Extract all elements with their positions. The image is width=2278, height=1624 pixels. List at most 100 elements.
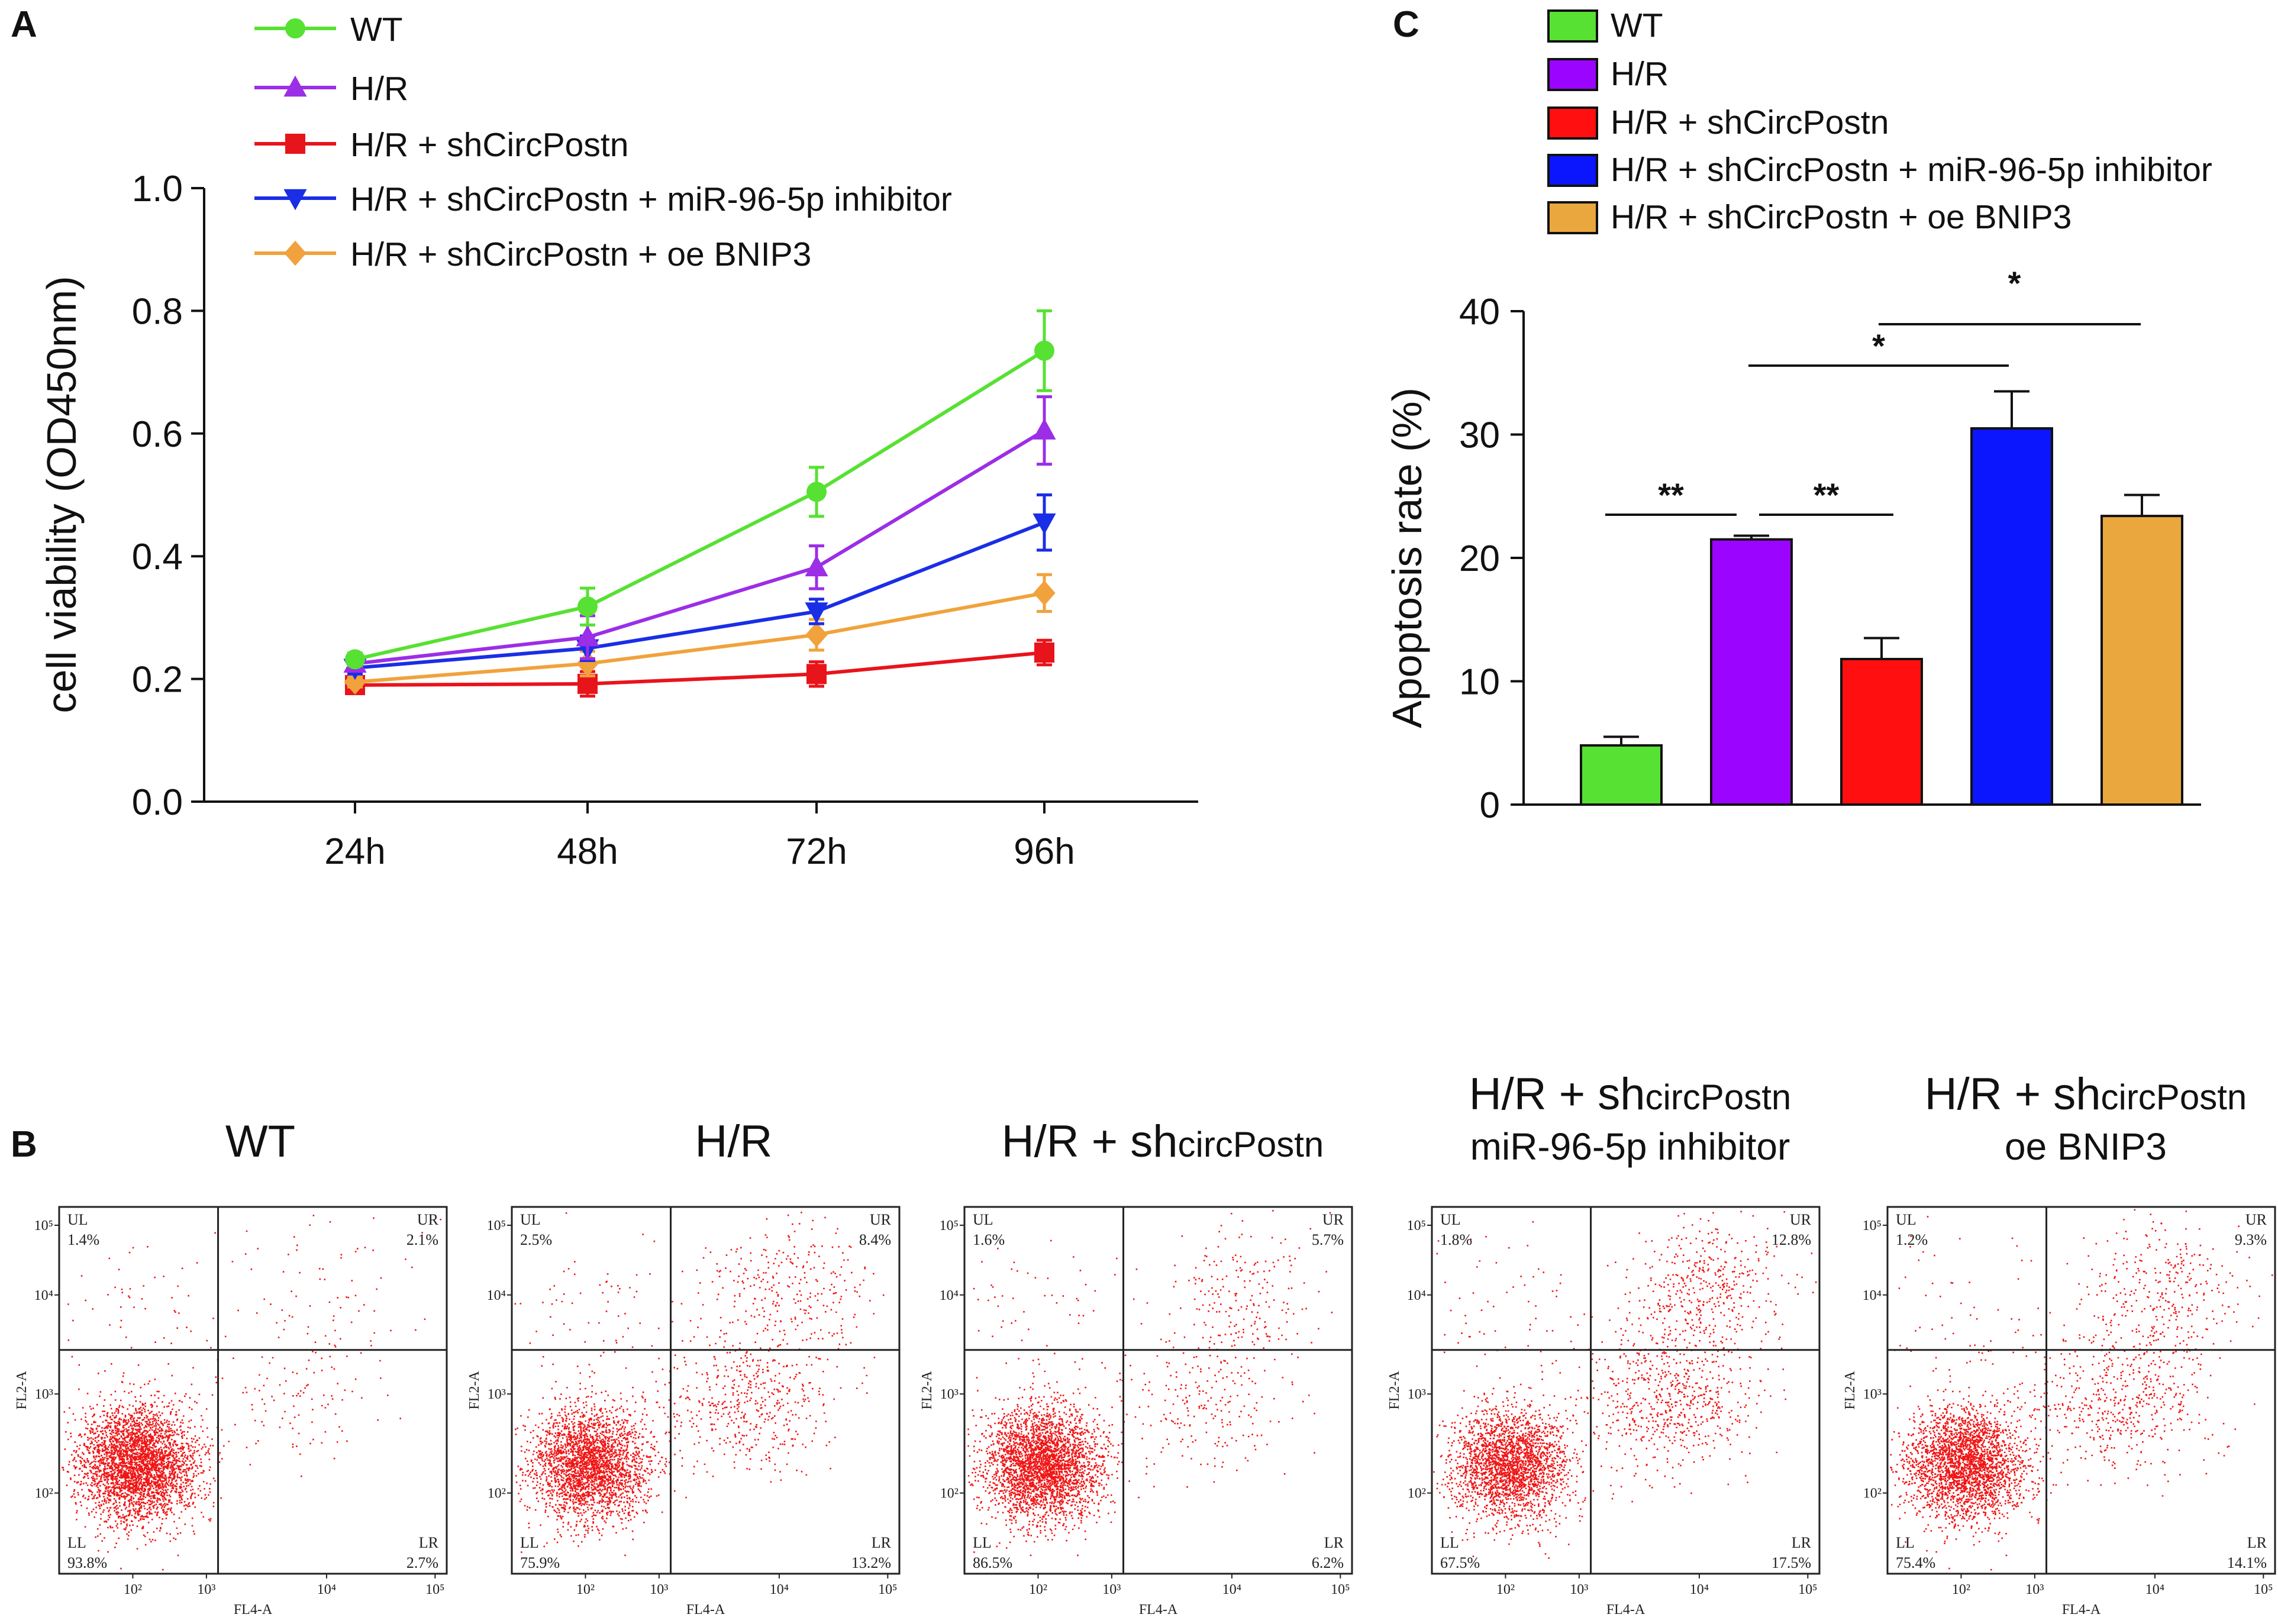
flow-plot-frame: [58, 1206, 448, 1575]
bar: [1840, 657, 1923, 806]
legend-marker: [285, 134, 305, 154]
y-tick-label: 10⁵: [487, 1218, 506, 1234]
flow-plot-subtitle: miR-96-5p inhibitor: [1470, 1125, 1790, 1168]
quadrant-label-ul: UL: [67, 1211, 88, 1228]
y-tick-label: 10³: [1408, 1387, 1426, 1402]
y-tick-label: 10⁵: [1863, 1218, 1882, 1234]
legend-swatch: [1547, 201, 1598, 234]
legend-swatch: [1547, 154, 1598, 187]
quadrant-value-ll: 86.5%: [973, 1554, 1012, 1571]
x-tick-label: 10⁴: [2145, 1582, 2164, 1597]
x-axis-title: FL4-A: [234, 1602, 273, 1617]
x-tick-label: 10⁵: [2254, 1582, 2273, 1597]
line-series-group: [343, 309, 1056, 698]
y-axis-ticks: 0 10 20 30 40: [1459, 292, 1524, 826]
legend-label: WT: [1611, 7, 1663, 44]
panel-letter-a: A: [11, 4, 37, 45]
flow-plot-frame: [1431, 1206, 1821, 1575]
x-tick-label: 96h: [1014, 831, 1075, 872]
quadrant-value-lr: 6.2%: [1312, 1554, 1344, 1571]
legend-swatch: [1547, 106, 1598, 140]
quadrant-label-ll: LL: [1440, 1534, 1459, 1551]
x-tick-label: 48h: [557, 831, 618, 872]
legend-item: H/R + shCircPostn + oe BNIP3: [254, 235, 811, 273]
flow-plot-title: H/R + shcircPostn: [1469, 1069, 1792, 1119]
series-line: [354, 651, 1045, 687]
y-tick-label: 20: [1459, 538, 1500, 579]
legend-item: H/R: [1547, 55, 1669, 93]
bar: [1710, 538, 1793, 806]
x-tick-label: 10³: [650, 1582, 668, 1597]
quadrant-value-ul: 2.5%: [520, 1231, 552, 1248]
quadrant-label-ur: UR: [1322, 1211, 1344, 1228]
quadrant-value-ur: 8.4%: [859, 1231, 891, 1248]
quadrant-label-ul: UL: [1896, 1211, 1916, 1228]
quadrant-value-ur: 12.8%: [1772, 1231, 1811, 1248]
y-tick-label: 1.0: [132, 169, 183, 209]
quadrant-value-lr: 17.5%: [1772, 1554, 1811, 1571]
series-line: [354, 591, 1045, 684]
significance-label: *: [1872, 327, 1885, 364]
y-axis-ticks: 0.0 0.2 0.4 0.6 0.8 1.0: [132, 169, 204, 823]
y-tick-label: 10³: [1863, 1387, 1882, 1402]
x-tick-label: 10⁵: [1331, 1582, 1350, 1597]
panel-letter-b: B: [11, 1124, 37, 1165]
y-tick-label: 10⁴: [1863, 1288, 1882, 1303]
y-axis-title: cell viability (OD450nm): [38, 276, 85, 713]
y-tick-label: 0.2: [132, 660, 183, 700]
quadrant-value-lr: 14.1%: [2227, 1554, 2267, 1571]
quadrant-value-ll: 75.4%: [1896, 1554, 1935, 1571]
y-tick-label: 10³: [940, 1387, 959, 1402]
quadrant-value-lr: 13.2%: [851, 1554, 891, 1571]
bar-group: [2100, 493, 2183, 806]
y-axis-title: FL2-A: [1843, 1371, 1858, 1410]
y-tick-label: 10⁴: [940, 1288, 959, 1303]
flow-events: [967, 1210, 1333, 1557]
bar: [1580, 744, 1663, 806]
x-tick-label: 10²: [1952, 1582, 1970, 1597]
x-tick-label: 10³: [1570, 1582, 1588, 1597]
flow-plot: H/R + shcircPostn miR-96-5p inhibitor UL 1.…: [1387, 1069, 1821, 1617]
y-tick-label: 10⁴: [34, 1288, 53, 1303]
quadrant-label-lr: LR: [2247, 1534, 2267, 1551]
y-tick-label: 10²: [1863, 1486, 1882, 1502]
flow-plot-title: H/R + shcircPostn: [1925, 1069, 2247, 1119]
y-tick-label: 10⁵: [34, 1218, 53, 1234]
quadrant-label-ll: LL: [67, 1534, 86, 1551]
quadrant-label-ul: UL: [1440, 1211, 1461, 1228]
quadrant-label-ur: UR: [2245, 1211, 2267, 1228]
legend-label: H/R + shCircPostn: [350, 126, 628, 164]
quadrant-value-ur: 9.3%: [2235, 1231, 2267, 1248]
y-axis-title: FL2-A: [467, 1371, 482, 1410]
flow-cytometry-panel: WT UL 1.4% UR 2.1% LL 93.8% LR 2.7% 10² 10³ 10⁴ 10⁵ 1…: [14, 1069, 2276, 1617]
bar-chart-legend: WT H/R H/R + shCircPostn H/R + shCircPostn …: [1547, 7, 2212, 236]
x-tick-label: 10⁵: [425, 1582, 444, 1597]
quadrant-value-ll: 75.9%: [520, 1554, 560, 1571]
x-axis-title: FL4-A: [1606, 1602, 1645, 1617]
legend-item: H/R + shCircPostn: [254, 126, 628, 164]
data-point: [805, 602, 828, 624]
quadrant-label-ur: UR: [417, 1211, 439, 1228]
data-point: [806, 482, 827, 502]
quadrant-value-ll: 93.8%: [67, 1554, 107, 1571]
y-tick-label: 40: [1459, 292, 1500, 332]
flow-events: [62, 1215, 441, 1571]
x-tick-label: 72h: [786, 831, 847, 872]
series-line: [354, 349, 1046, 661]
quadrant-value-ur: 5.7%: [1312, 1231, 1344, 1248]
panel-letter-c: C: [1393, 4, 1419, 45]
quadrant-label-ur: UR: [870, 1211, 892, 1228]
data-point: [1032, 418, 1056, 440]
flow-plot-frame: [511, 1206, 901, 1575]
quadrant-value-ul: 1.2%: [1896, 1231, 1928, 1248]
y-axis-title: FL2-A: [14, 1371, 30, 1410]
y-tick-label: 10⁴: [1407, 1288, 1426, 1303]
significance-bracket: *: [1879, 264, 2141, 325]
y-tick-label: 10⁵: [940, 1218, 959, 1234]
bar-chart-panel: WT H/R H/R + shCircPostn H/R + shCircPostn …: [1384, 7, 2212, 826]
data-point: [1032, 513, 1056, 535]
data-point: [576, 625, 599, 647]
legend-label: H/R + shCircPostn + oe BNIP3: [350, 235, 811, 273]
significance-bracket: **: [1605, 476, 1737, 516]
